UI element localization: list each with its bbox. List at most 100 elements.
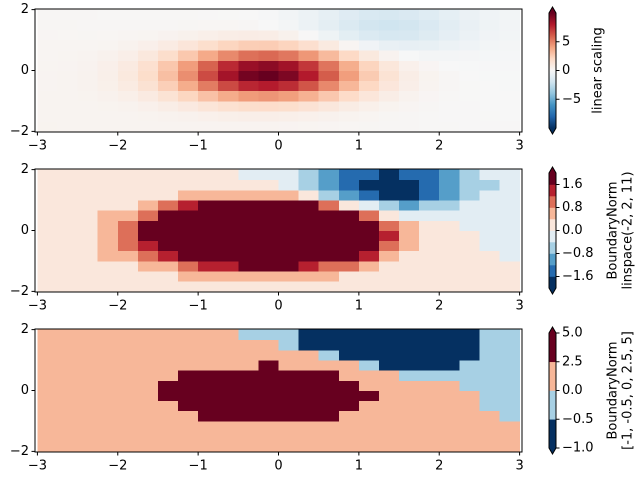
cell [358, 80, 380, 92]
cell [338, 40, 360, 51]
cell [198, 240, 219, 252]
cell [157, 40, 179, 51]
cell [358, 410, 380, 422]
cell [439, 339, 460, 351]
cell [479, 121, 500, 132]
cell [37, 250, 58, 262]
colorbar-tick-label: −0.8 [562, 246, 594, 261]
cell [97, 400, 119, 412]
cell [419, 260, 440, 272]
cell [378, 100, 400, 112]
cell [358, 50, 380, 61]
colorbar-tick-label: 0.0 [562, 383, 583, 398]
cell [258, 9, 279, 21]
cell [37, 80, 58, 92]
cell [198, 380, 219, 391]
cell [338, 281, 360, 292]
cell [439, 431, 460, 442]
cell [399, 179, 420, 191]
cell [459, 40, 480, 51]
cell [57, 431, 78, 442]
cell [399, 380, 420, 391]
cell [218, 50, 239, 61]
cell [499, 390, 520, 402]
cell [419, 230, 440, 242]
cell [37, 100, 58, 112]
cell [358, 29, 380, 41]
cell [419, 29, 440, 41]
cell [358, 420, 380, 432]
cell [399, 441, 420, 452]
cell [218, 230, 239, 242]
cell [198, 260, 219, 272]
cell [137, 121, 159, 132]
cell [97, 441, 119, 452]
x-tick-label: −2 [108, 459, 127, 474]
cell [37, 441, 58, 452]
cell [419, 189, 440, 201]
cell [238, 210, 259, 221]
cell [57, 100, 78, 112]
cell [137, 250, 159, 262]
colorbar-segment [549, 196, 556, 208]
cell [298, 250, 320, 262]
cell [77, 60, 99, 71]
cell [137, 111, 159, 122]
cell [137, 50, 159, 61]
cell [318, 329, 340, 341]
cell [117, 50, 139, 61]
colorbar-extend-top [549, 327, 556, 333]
cell [358, 260, 380, 272]
cell [238, 169, 259, 181]
x-tick-label: −1 [189, 299, 208, 314]
cell [198, 9, 219, 21]
cell [318, 431, 340, 442]
cell [459, 390, 480, 402]
cell [378, 420, 400, 432]
cell [117, 400, 139, 412]
cell [499, 410, 520, 422]
cell [318, 370, 340, 381]
cell [318, 9, 340, 21]
cell [479, 210, 500, 221]
cell [258, 19, 279, 31]
cell [419, 380, 440, 391]
cell [439, 260, 460, 272]
cell [117, 29, 139, 41]
cell [238, 100, 259, 112]
cell [278, 441, 299, 452]
cell [419, 349, 440, 361]
cell [117, 349, 139, 361]
cell [499, 360, 520, 371]
cell [157, 220, 179, 231]
colorbar-segment [549, 230, 556, 243]
cell [459, 360, 480, 371]
cell [97, 19, 119, 31]
cell [318, 179, 340, 191]
cell [378, 179, 400, 191]
cell [378, 40, 400, 51]
cell [278, 111, 299, 122]
cell [137, 210, 159, 221]
cell [358, 380, 380, 391]
cell [459, 200, 480, 211]
cell [419, 420, 440, 432]
cell [318, 410, 340, 422]
cell [499, 189, 520, 201]
colorbar-extend-bottom [549, 288, 556, 294]
cell [137, 230, 159, 242]
cell [499, 329, 520, 341]
cell [218, 370, 239, 381]
cell [97, 179, 119, 191]
cell [298, 90, 320, 102]
cell [419, 121, 440, 132]
cell [278, 90, 299, 102]
cell [338, 179, 360, 191]
cell [57, 111, 78, 122]
cell [198, 410, 219, 422]
cell [459, 271, 480, 282]
cell [238, 441, 259, 452]
cell [137, 70, 159, 82]
cell [298, 169, 320, 181]
